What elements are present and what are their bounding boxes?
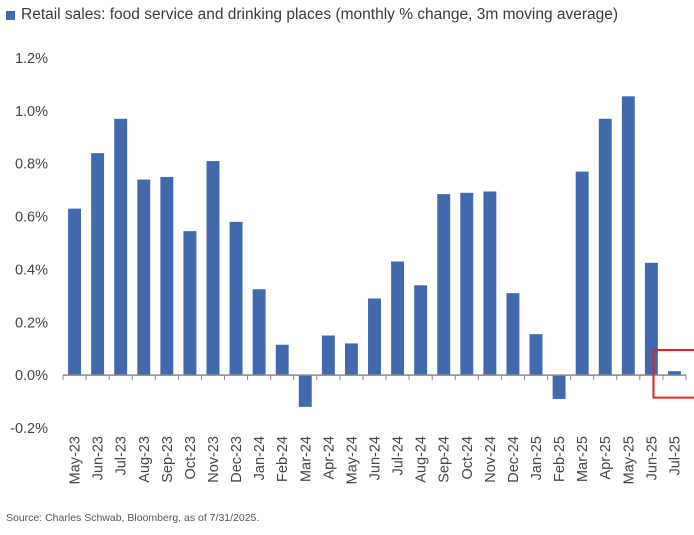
- bar-may-23: [68, 208, 81, 376]
- bar-jul-24: [391, 261, 405, 376]
- x-tick-label: Sep-23: [160, 436, 176, 483]
- bar-jun-23: [91, 153, 105, 376]
- y-tick-label: 0.6%: [15, 210, 48, 226]
- x-tick-label: Oct-23: [183, 436, 199, 480]
- x-tick-label: Dec-23: [229, 436, 245, 483]
- bar-oct-24: [460, 192, 474, 376]
- x-tick-label: Jun-25: [644, 436, 660, 480]
- bar-sep-23: [160, 176, 174, 376]
- x-tick-label: Nov-24: [483, 436, 499, 483]
- bar-jan-25: [529, 334, 543, 376]
- bar-aug-23: [137, 179, 151, 376]
- x-tick-label: May-25: [621, 436, 637, 484]
- x-tick-label: Aug-23: [137, 436, 153, 483]
- bar-may-25: [621, 96, 635, 376]
- x-tick-label: Jun-23: [91, 436, 107, 480]
- x-tick-label: Mar-25: [575, 436, 591, 482]
- bar-may-24: [344, 343, 358, 376]
- x-tick-label: May-24: [344, 436, 360, 484]
- highlight-box: [652, 349, 694, 399]
- x-tick-label: Sep-24: [437, 436, 453, 483]
- x-tick-label: Jan-24: [252, 436, 268, 480]
- bar-jun-25: [644, 262, 658, 376]
- chart-title: Retail sales: food service and drinking …: [21, 6, 619, 23]
- bar-jul-23: [114, 118, 128, 376]
- legend-swatch: [6, 10, 15, 20]
- x-tick-label: Apr-25: [598, 436, 614, 480]
- x-tick-label: Apr-24: [321, 436, 337, 480]
- x-tick-label: Feb-25: [552, 436, 568, 482]
- bar-jun-24: [368, 298, 381, 376]
- y-tick-label: 1.2%: [15, 51, 48, 67]
- x-tick-label: Oct-24: [460, 436, 476, 480]
- x-tick-label: Jul-24: [391, 436, 407, 476]
- x-tick-label: Jan-25: [529, 436, 545, 480]
- bar-feb-25: [552, 375, 566, 399]
- bar-oct-23: [183, 231, 197, 376]
- bar-apr-25: [598, 118, 612, 376]
- y-tick-label: 1.0%: [15, 104, 48, 120]
- x-tick-label: Jul-25: [667, 436, 683, 476]
- bar-nov-24: [483, 191, 497, 376]
- y-tick-label: 0.0%: [15, 368, 48, 384]
- x-tick-label: May-23: [68, 436, 84, 484]
- bar-jul-25: [668, 371, 681, 376]
- x-tick-label: Dec-24: [506, 436, 522, 483]
- bar-mar-25: [575, 171, 589, 376]
- y-tick-label: -0.2%: [10, 421, 48, 437]
- x-tick-label: Nov-23: [206, 436, 222, 483]
- source-note: Source: Charles Schwab, Bloomberg, as of…: [6, 512, 260, 524]
- x-tick-label: Mar-24: [298, 436, 314, 482]
- y-tick-label: 0.8%: [15, 157, 48, 173]
- bar-dec-23: [229, 221, 243, 376]
- x-tick-label: Aug-24: [414, 436, 430, 483]
- y-tick-label: 0.2%: [15, 315, 48, 331]
- bar-aug-24: [414, 285, 428, 376]
- bar-jan-24: [252, 289, 266, 376]
- bar-nov-23: [206, 161, 220, 376]
- bar-apr-24: [321, 335, 335, 376]
- y-tick-label: 0.4%: [15, 262, 48, 278]
- bar-mar-24: [298, 375, 312, 407]
- bar-feb-24: [275, 344, 289, 376]
- legend: Retail sales: food service and drinking …: [6, 6, 618, 24]
- bar-sep-24: [437, 194, 451, 376]
- x-tick-label: Jun-24: [368, 436, 384, 480]
- bar-dec-24: [506, 293, 520, 376]
- x-tick-label: Feb-24: [275, 436, 291, 482]
- x-tick-label: Jul-23: [114, 436, 130, 476]
